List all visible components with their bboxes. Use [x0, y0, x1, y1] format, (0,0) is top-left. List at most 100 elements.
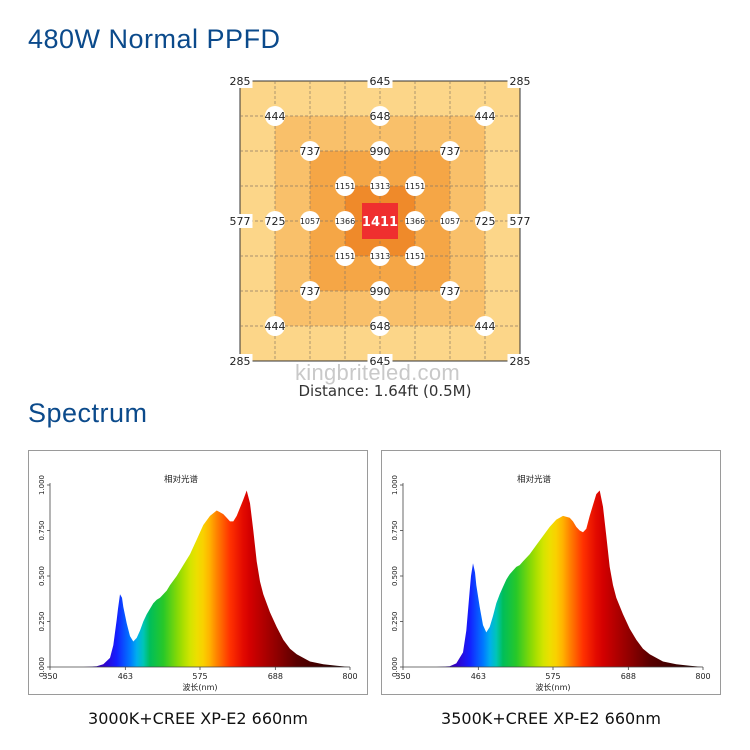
ppfd-point: 444: [265, 316, 286, 336]
ppfd-value: 1313: [370, 252, 390, 261]
distance-label: Distance: 1.64ft (0.5M): [298, 382, 472, 400]
ppfd-value: 444: [475, 320, 496, 333]
ppfd-point: 577: [227, 214, 253, 228]
y-tick-label: 0.250: [391, 611, 399, 631]
ppfd-point: 285: [507, 74, 533, 88]
spectrum-area: [403, 490, 703, 667]
ppfd-label-bg: [227, 74, 253, 88]
x-axis-label: 波长(nm): [535, 682, 570, 692]
ppfd-point: 285: [227, 354, 253, 368]
x-tick-label: 575: [545, 672, 560, 681]
ppfd-label-bg: [367, 74, 393, 88]
x-tick-label: 800: [695, 672, 710, 681]
ppfd-label-bg: [507, 74, 533, 88]
spectrum-caption-1: 3000K+CREE XP-E2 660nm: [88, 709, 308, 728]
ppfd-point: 725: [475, 211, 496, 231]
ppfd-value: 285: [510, 355, 531, 368]
y-tick-label: 0.500: [391, 566, 399, 586]
ppfd-point: 1057: [440, 211, 460, 231]
x-tick-label: 800: [342, 672, 357, 681]
spectrum-chart-2: 0.000 0.250 0.500 0.750 1.000 350 463 575 688 800…: [381, 450, 721, 695]
ppfd-marker: [335, 211, 355, 231]
ppfd-value: 1151: [335, 182, 355, 191]
ppfd-value: 577: [230, 215, 251, 228]
ppfd-value: 737: [300, 285, 321, 298]
ppfd-value: 737: [300, 145, 321, 158]
ppfd-value: 737: [440, 285, 461, 298]
ppfd-point: 648: [370, 106, 391, 126]
ppfd-point: 737: [440, 281, 461, 301]
x-tick-label: 463: [471, 672, 486, 681]
ppfd-point: 1151: [405, 246, 425, 266]
ppfd-point: 444: [475, 316, 496, 336]
ppfd-marker: [440, 211, 460, 231]
ppfd-marker: [475, 211, 495, 231]
ppfd-point: 737: [440, 141, 461, 161]
x-axis-label: 波长(nm): [182, 682, 217, 692]
ppfd-value: 1366: [335, 217, 355, 226]
ppfd-point: 1411: [362, 203, 398, 239]
ppfd-marker: [405, 176, 425, 196]
ppfd-point: 444: [265, 106, 286, 126]
y-tick-label: 0.250: [38, 611, 46, 631]
y-tick-label: 0.000: [38, 657, 46, 677]
ppfd-value: 1313: [370, 182, 390, 191]
y-tick-label: 0.750: [391, 520, 399, 540]
ppfd-label-bg: [507, 214, 533, 228]
y-tick-label: 0.750: [38, 520, 46, 540]
spectrum-title: Spectrum: [28, 398, 148, 428]
ppfd-point: 444: [475, 106, 496, 126]
ppfd-marker: [440, 281, 460, 301]
spectrum-area: [50, 490, 350, 667]
ppfd-marker: [300, 281, 320, 301]
ppfd-marker: [475, 106, 495, 126]
ppfd-point: 737: [300, 141, 321, 161]
ppfd-value: 990: [370, 145, 391, 158]
ppfd-value: 1151: [405, 182, 425, 191]
ppfd-point: 577: [507, 214, 533, 228]
spectrum-chart-title: 相对光谱: [517, 474, 552, 485]
ppfd-point: 645: [367, 74, 393, 88]
ppfd-marker: [405, 246, 425, 266]
ppfd-point: 645: [367, 354, 393, 368]
watermark-text: kingbriteled.com: [295, 360, 460, 385]
ppfd-value: 725: [265, 215, 286, 228]
ppfd-value: 444: [475, 110, 496, 123]
ppfd-marker: [335, 246, 355, 266]
ppfd-value: 1057: [440, 217, 460, 226]
ppfd-marker: [370, 176, 390, 196]
ppfd-value: 285: [230, 75, 251, 88]
x-tick-label: 463: [118, 672, 133, 681]
ppfd-marker: [475, 316, 495, 336]
x-tick-label: 688: [621, 672, 636, 681]
ppfd-point: 990: [370, 281, 391, 301]
ppfd-marker: [405, 211, 425, 231]
ppfd-value: 577: [510, 215, 531, 228]
ppfd-marker: [265, 316, 285, 336]
spectrum-chart-1: 0.000 0.250 0.500 0.750 1.000 350 463 575 688 800…: [28, 450, 368, 695]
y-tick-label: 0.500: [38, 566, 46, 586]
ppfd-point: 1313: [370, 246, 390, 266]
ppfd-center-box: [362, 203, 398, 239]
x-tick-label: 688: [268, 672, 283, 681]
ppfd-marker: [370, 141, 390, 161]
y-tick-label: 0.000: [391, 657, 399, 677]
ppfd-value: 444: [265, 320, 286, 333]
ppfd-point: 1057: [300, 211, 320, 231]
ppfd-value: 1411: [362, 215, 398, 230]
ppfd-marker: [265, 106, 285, 126]
ppfd-marker: [370, 281, 390, 301]
ppfd-point: 1313: [370, 176, 390, 196]
ppfd-point: 648: [370, 316, 391, 336]
ppfd-value: 648: [370, 110, 391, 123]
ppfd-value: 1057: [300, 217, 320, 226]
spectrum-chart-title: 相对光谱: [164, 474, 199, 485]
ppfd-marker: [300, 141, 320, 161]
ppfd-value: 725: [475, 215, 496, 228]
ppfd-marker: [370, 106, 390, 126]
ppfd-label-bg: [227, 214, 253, 228]
y-tick-label: 1.000: [391, 475, 399, 495]
ppfd-value: 990: [370, 285, 391, 298]
ppfd-value: 285: [230, 355, 251, 368]
ppfd-point: 1151: [335, 176, 355, 196]
